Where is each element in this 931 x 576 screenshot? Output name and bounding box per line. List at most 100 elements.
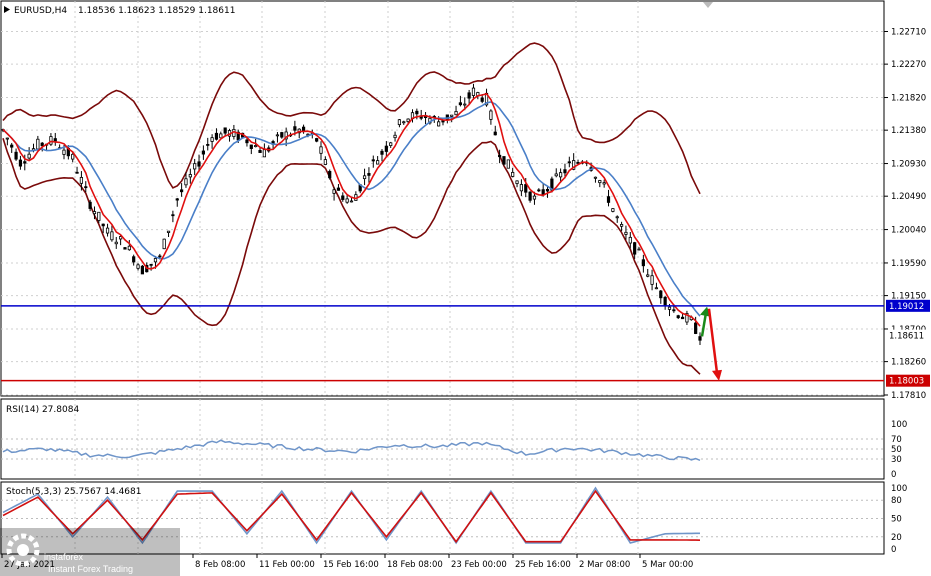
candle-body: [105, 227, 110, 234]
rsi-tick-label: 50: [891, 445, 902, 455]
stoch-tick-label: 20: [891, 533, 902, 543]
candle-body: [175, 198, 179, 201]
candle-body: [284, 131, 288, 140]
price-tick-label: 1.22710: [891, 28, 926, 38]
candle-body: [249, 144, 253, 149]
candle-body: [336, 187, 341, 191]
candle-body: [489, 110, 493, 120]
candle-body: [454, 111, 458, 116]
candle-body: [92, 211, 97, 215]
candle-body: [323, 159, 327, 165]
fast-moving-average: [2, 92, 701, 327]
candle-body: [193, 163, 197, 170]
price-tick-label: 1.20040: [891, 226, 926, 236]
candle-body: [210, 137, 214, 142]
candle-body: [598, 180, 602, 184]
candle-body: [685, 313, 689, 323]
candle-body: [62, 149, 66, 155]
candle-body: [672, 309, 676, 312]
current-price-tag-bg: [886, 329, 930, 342]
collapse-arrow-icon[interactable]: [4, 6, 10, 13]
candle-body: [389, 142, 393, 146]
candle-body: [615, 216, 619, 219]
candle-body: [149, 263, 153, 266]
candle-body: [663, 296, 667, 306]
candle-body: [258, 149, 262, 153]
candle-body: [554, 173, 558, 177]
candle-body: [114, 241, 118, 245]
candle-body: [166, 230, 171, 233]
candle-body: [153, 258, 158, 263]
stoch-label: Stoch(5,3,3) 25.7567 14.4681: [6, 487, 141, 497]
candle-body: [654, 287, 659, 290]
forecast-up-arrow-shaft: [700, 312, 708, 337]
candle-body: [550, 178, 554, 191]
candle-body: [480, 97, 484, 102]
candle-body: [197, 161, 201, 167]
horizontal-levels: [1, 305, 884, 382]
candle-body: [79, 177, 84, 184]
symbol-label: EURUSD,H4: [14, 6, 67, 16]
candle-body: [362, 175, 367, 180]
candle-body: [332, 189, 336, 194]
bollinger-upper-band: [2, 42, 701, 195]
candle-body: [223, 127, 227, 134]
candle-body: [602, 182, 606, 185]
candle-body: [162, 238, 166, 250]
candle-body: [567, 161, 571, 164]
candle-body: [27, 153, 31, 159]
time-tick-label: 11 Feb 00:00: [259, 560, 315, 570]
candle-body: [214, 132, 219, 140]
candle-body: [680, 316, 685, 320]
candle-body: [49, 136, 53, 145]
candle-body: [384, 145, 388, 152]
time-tick-label: 5 Mar 00:00: [642, 560, 693, 570]
candle-body: [280, 132, 284, 138]
candle-body: [415, 110, 419, 115]
candle-body: [498, 154, 502, 158]
candle-body: [402, 121, 406, 124]
stoch-tick-label: 80: [891, 496, 902, 506]
candle-body: [524, 184, 528, 193]
candle-body: [349, 200, 354, 203]
rsi-label: RSI(14) 27.8084: [6, 405, 79, 415]
candle-body: [493, 131, 497, 136]
watermark-tagline: Instant Forex Trading: [48, 564, 133, 574]
candle-body: [345, 198, 349, 203]
candle-body: [545, 188, 550, 192]
candle-body: [511, 172, 515, 177]
price-tick-label: 1.17810: [891, 391, 926, 401]
candle-body: [559, 172, 563, 178]
candle-body: [5, 137, 9, 140]
candle-body: [694, 322, 698, 334]
scroll-marker-icon[interactable]: [703, 2, 713, 8]
forecast-down-arrow-shaft: [707, 308, 719, 374]
candle-body: [97, 211, 101, 221]
candle-body: [254, 145, 258, 148]
candle-body: [23, 161, 27, 164]
grid-lines: [1, 1, 884, 554]
candle-body: [450, 114, 454, 117]
candle-body: [319, 146, 323, 154]
candle-body: [236, 131, 240, 141]
candle-body: [441, 120, 445, 123]
stoch-tick-label: 50: [891, 515, 902, 525]
candle-body: [619, 224, 624, 227]
candle-body: [119, 236, 123, 240]
price-tick-label: 1.19590: [891, 259, 926, 269]
candle-body: [371, 159, 375, 162]
rsi-tick-label: 70: [891, 435, 902, 445]
candle-body: [397, 119, 402, 126]
candle-body: [506, 159, 510, 169]
candle-body: [88, 201, 92, 209]
price-tick-label: 1.21380: [891, 126, 926, 136]
instaforex-logo-icon: [6, 533, 40, 567]
forecast-arrows: [700, 306, 722, 381]
candle-body: [458, 102, 463, 106]
candle-body: [572, 160, 576, 170]
candle-body: [593, 176, 598, 179]
candle-body: [180, 189, 184, 193]
candle-body: [367, 173, 371, 176]
candle-body: [275, 134, 280, 137]
blue-level-tag: 1.19012: [889, 302, 924, 312]
